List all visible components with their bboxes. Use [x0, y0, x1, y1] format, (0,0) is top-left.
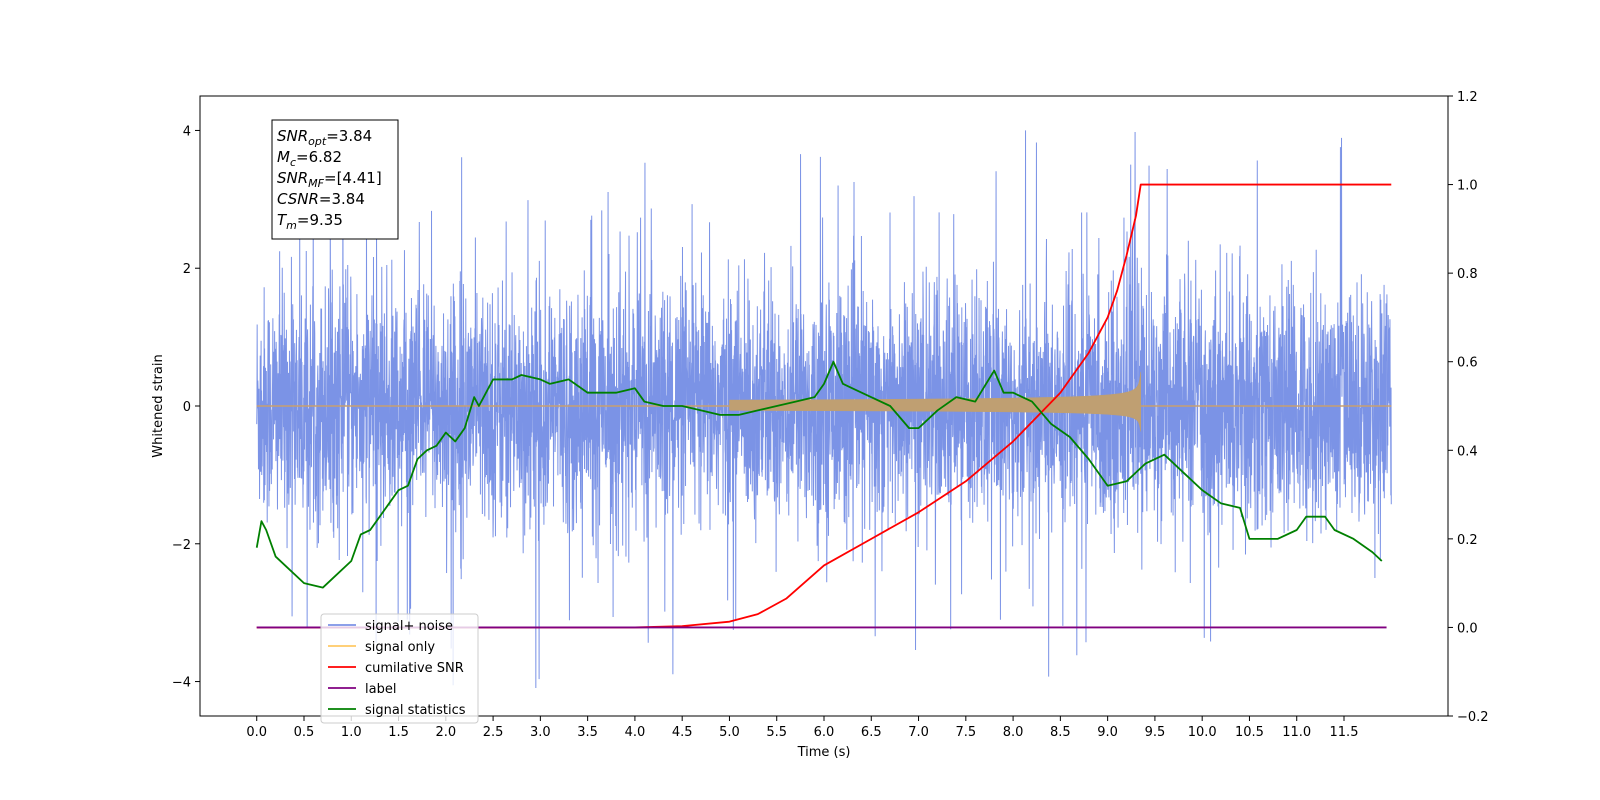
x-tick-label: 6.0	[814, 725, 835, 740]
y-tick-label: 0	[183, 400, 191, 415]
x-axis-label: Time (s)	[797, 745, 851, 760]
y2-tick-label: 0.0	[1457, 621, 1478, 636]
x-tick-label: 5.0	[719, 725, 740, 740]
y2-tick-label: 1.2	[1457, 90, 1478, 105]
y2-tick-label: −0.2	[1457, 710, 1489, 725]
legend-entry: signal statistics	[365, 703, 466, 718]
x-tick-label: 0.5	[294, 725, 315, 740]
y2-tick-label: 0.4	[1457, 444, 1478, 459]
series-signal-noise	[256, 127, 1392, 689]
annotation-line: Mc=6.82	[277, 148, 342, 169]
x-axis: 0.0 0.5 1.0 1.5 2.0 2.5 3.0 3.5 4.0 4.5 5.0 5.5 6.0 6…	[246, 716, 1358, 740]
series-signal-only	[729, 371, 1141, 432]
legend: signal+ noise signal only cumilative SNR la…	[320, 613, 479, 724]
x-tick-label: 5.5	[766, 725, 787, 740]
x-tick-label: 4.5	[672, 725, 693, 740]
annotation-line: SNRopt=3.84	[277, 127, 372, 148]
annotation-line: CSNR=3.84	[277, 190, 365, 208]
x-tick-label: 3.0	[530, 725, 551, 740]
annotation-line: Tm=9.35	[277, 211, 343, 232]
x-tick-label: 1.5	[388, 725, 409, 740]
y-tick-label: −4	[172, 676, 191, 691]
x-tick-label: 0.0	[246, 725, 267, 740]
y-axis-right: −0.2 0.0 0.2 0.4 0.6 0.8 1.0 1.2	[1448, 90, 1489, 725]
legend-entry: signal only	[365, 640, 435, 655]
x-tick-label: 10.5	[1235, 725, 1264, 740]
series-cumilative-snr	[256, 183, 1392, 629]
x-tick-label: 4.0	[625, 725, 646, 740]
plot-area	[255, 127, 1392, 689]
x-tick-label: 7.0	[908, 725, 929, 740]
series-signal-statistics	[255, 360, 1383, 589]
annotation-box-frame	[271, 119, 399, 240]
y2-tick-label: 0.8	[1457, 267, 1478, 282]
x-tick-label: 8.5	[1050, 725, 1071, 740]
legend-frame	[320, 613, 479, 724]
legend-entry: label	[365, 682, 396, 697]
x-tick-label: 2.0	[435, 725, 456, 740]
x-tick-label: 6.5	[861, 725, 882, 740]
x-tick-label: 2.5	[483, 725, 504, 740]
y-tick-label: 2	[183, 262, 191, 277]
y-axis-left: −4 −2 0 2 4	[172, 124, 200, 691]
x-tick-label: 10.0	[1188, 725, 1217, 740]
x-tick-label: 8.0	[1003, 725, 1024, 740]
legend-entry: signal+ noise	[365, 619, 453, 634]
legend-entry: cumilative SNR	[365, 661, 464, 676]
x-tick-label: 11.5	[1330, 725, 1359, 740]
y-axis-label: Whitened strain	[151, 354, 166, 457]
x-tick-label: 3.5	[577, 725, 598, 740]
x-tick-label: 7.5	[955, 725, 976, 740]
y-tick-label: 4	[183, 124, 191, 139]
x-tick-label: 11.0	[1282, 725, 1311, 740]
x-tick-label: 1.0	[341, 725, 362, 740]
x-tick-label: 9.5	[1145, 725, 1166, 740]
y2-tick-label: 0.6	[1457, 356, 1478, 371]
annotation-line: SNRMF=[4.41]	[277, 169, 382, 190]
y-tick-label: −2	[172, 538, 191, 553]
y2-tick-label: 1.0	[1457, 179, 1478, 194]
x-tick-label: 9.0	[1097, 725, 1118, 740]
y2-tick-label: 0.2	[1457, 533, 1478, 548]
